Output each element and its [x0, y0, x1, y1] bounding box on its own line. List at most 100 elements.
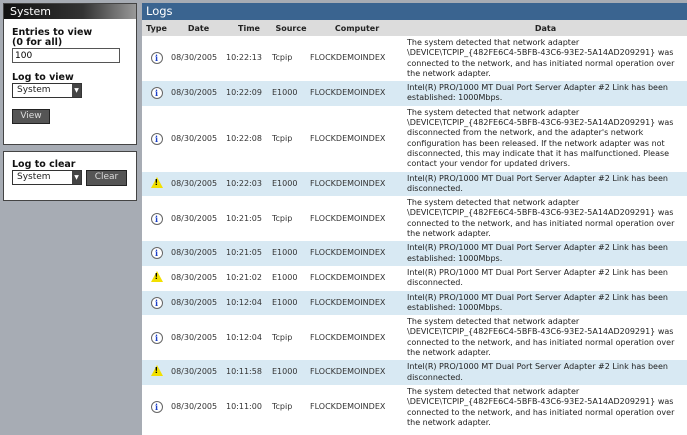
cell-source: E1000 — [272, 241, 310, 266]
cell-date: 08/30/2005 — [171, 290, 226, 316]
column-header[interactable]: Type — [142, 20, 171, 36]
cell-source: E1000 — [272, 171, 310, 197]
cell-source: E1000 — [272, 290, 310, 316]
clear-button[interactable]: Clear — [86, 170, 127, 186]
cell-computer: FLOCKDEMOINDEX — [310, 213, 386, 223]
clear-panel: Log to clear System ▼ Clear — [3, 151, 137, 201]
cell-data: Intel(R) PRO/1000 MT Dual Port Server Ad… — [407, 267, 668, 288]
log-clear-select[interactable]: System ▼ — [12, 170, 82, 185]
cell-data: The system detected that network adapter… — [407, 107, 674, 169]
cell-time: 10:11:58 — [226, 360, 272, 385]
table-row[interactable]: ! 08/30/2005 10:22:03 E1000 FLOCKDEMOINDEX In… — [142, 171, 687, 197]
cell-source: Tcpip — [272, 213, 293, 223]
cell-computer: FLOCKDEMOINDEX — [310, 81, 404, 106]
cell-time: 10:22:09 — [226, 81, 272, 106]
cell-data: The system detected that network adapter… — [407, 198, 675, 239]
view-panel: System Entries to view (0 for all) Log t… — [3, 3, 137, 145]
cell-date: 08/30/2005 — [171, 133, 218, 143]
cell-computer: FLOCKDEMOINDEX — [310, 360, 404, 385]
column-header[interactable]: Date — [171, 20, 226, 36]
column-header[interactable]: Source — [272, 20, 310, 36]
cell-source: E1000 — [272, 360, 310, 385]
cell-data: The system detected that network adapter… — [407, 317, 675, 358]
entries-hint: (0 for all) — [12, 37, 63, 48]
chevron-down-icon: ▼ — [72, 84, 81, 97]
table-row[interactable]: i 08/30/2005 10:21:05 E1000 FLOCKDEMOINDEX In… — [142, 241, 687, 266]
column-header[interactable]: Data — [404, 20, 687, 36]
cell-date: 08/30/2005 — [171, 53, 218, 63]
log-clear-value: System — [17, 172, 51, 182]
cell-data: Intel(R) PRO/1000 MT Dual Port Server Ad… — [404, 81, 687, 106]
info-icon: i — [150, 296, 163, 309]
cell-time: 10:21:05 — [226, 213, 262, 223]
table-row[interactable]: i 08/30/2005 10:12:04 Tcpip FLOCKDEMOINDEX Th… — [142, 315, 687, 360]
cell-time: 10:11:00 — [226, 402, 262, 412]
table-row[interactable]: i 08/30/2005 10:21:05 Tcpip FLOCKDEMOINDEX Th… — [142, 196, 687, 241]
table-row[interactable]: i 08/30/2005 10:22:08 Tcpip FLOCKDEMOINDEX Th… — [142, 106, 687, 172]
cell-computer: FLOCKDEMOINDEX — [310, 53, 386, 63]
cell-time: 10:21:05 — [226, 241, 272, 266]
cell-data: The system detected that network adapter… — [407, 38, 675, 78]
cell-date: 08/30/2005 — [171, 332, 218, 342]
cell-time: 10:21:02 — [226, 273, 262, 283]
log-view-label: Log to view — [12, 72, 74, 83]
info-icon: i — [150, 52, 163, 65]
table-row[interactable]: i 08/30/2005 10:12:04 E1000 FLOCKDEMOINDEX In… — [142, 290, 687, 316]
info-icon: i — [150, 132, 163, 145]
logs-panel: Logs Type Date Time Source Computer Data i 08/… — [142, 3, 687, 435]
table-row[interactable]: i 08/30/2005 10:22:13 Tcpip FLOCKDEMOINDEX Th… — [142, 36, 687, 81]
cell-date: 08/30/2005 — [171, 213, 218, 223]
column-header[interactable]: Computer — [310, 20, 404, 36]
chevron-down-icon: ▼ — [72, 171, 81, 184]
cell-computer: FLOCKDEMOINDEX — [310, 273, 386, 283]
cell-date: 08/30/2005 — [171, 241, 226, 266]
info-icon: i — [150, 212, 163, 225]
cell-data: Intel(R) PRO/1000 MT Dual Port Server Ad… — [404, 290, 687, 316]
logs-title: Logs — [142, 3, 687, 20]
info-icon: i — [150, 331, 163, 344]
cell-time: 10:12:04 — [226, 290, 272, 316]
cell-data: Intel(R) PRO/1000 MT Dual Port Server Ad… — [404, 241, 687, 266]
cell-date: 08/30/2005 — [171, 171, 226, 197]
cell-source: E1000 — [272, 273, 298, 283]
table-row[interactable]: i 08/30/2005 10:11:00 Tcpip FLOCKDEMOINDEX Th… — [142, 385, 687, 430]
warning-icon: ! — [150, 271, 163, 283]
column-header[interactable]: Time — [226, 20, 272, 36]
info-icon: i — [150, 87, 163, 100]
cell-data: Intel(R) PRO/1000 MT Dual Port Server Ad… — [404, 171, 687, 197]
log-view-select[interactable]: System ▼ — [12, 83, 82, 98]
info-icon: i — [150, 247, 163, 260]
cell-time: 10:22:08 — [226, 133, 262, 143]
logs-table: Type Date Time Source Computer Data i 08/30/20… — [142, 20, 687, 430]
cell-source: E1000 — [272, 81, 310, 106]
warning-icon: ! — [150, 365, 163, 377]
cell-computer: FLOCKDEMOINDEX — [310, 171, 404, 197]
cell-computer: FLOCKDEMOINDEX — [310, 241, 404, 266]
cell-source: Tcpip — [272, 53, 293, 63]
cell-data: The system detected that network adapter… — [407, 386, 675, 427]
cell-date: 08/30/2005 — [171, 402, 218, 412]
cell-date: 08/30/2005 — [171, 360, 226, 385]
cell-source: Tcpip — [272, 402, 293, 412]
cell-data: Intel(R) PRO/1000 MT Dual Port Server Ad… — [404, 360, 687, 385]
cell-date: 08/30/2005 — [171, 81, 226, 106]
cell-time: 10:12:04 — [226, 332, 262, 342]
cell-source: Tcpip — [272, 332, 293, 342]
table-row[interactable]: ! 08/30/2005 10:21:02 E1000 FLOCKDEMOINDEX In… — [142, 266, 687, 291]
log-view-value: System — [17, 85, 51, 95]
table-row[interactable]: ! 08/30/2005 10:11:58 E1000 FLOCKDEMOINDEX In… — [142, 360, 687, 385]
cell-computer: FLOCKDEMOINDEX — [310, 290, 404, 316]
panel-title: System — [4, 4, 136, 19]
cell-time: 10:22:13 — [226, 53, 262, 63]
log-clear-label: Log to clear — [12, 159, 76, 170]
view-button[interactable]: View — [12, 109, 50, 124]
cell-computer: FLOCKDEMOINDEX — [310, 133, 386, 143]
info-icon: i — [150, 401, 163, 414]
cell-time: 10:22:03 — [226, 171, 272, 197]
table-row[interactable]: i 08/30/2005 10:22:09 E1000 FLOCKDEMOINDEX In… — [142, 81, 687, 106]
cell-computer: FLOCKDEMOINDEX — [310, 332, 386, 342]
cell-source: Tcpip — [272, 133, 293, 143]
entries-label: Entries to view — [12, 27, 93, 38]
entries-input[interactable] — [12, 48, 120, 63]
warning-icon: ! — [150, 176, 163, 188]
